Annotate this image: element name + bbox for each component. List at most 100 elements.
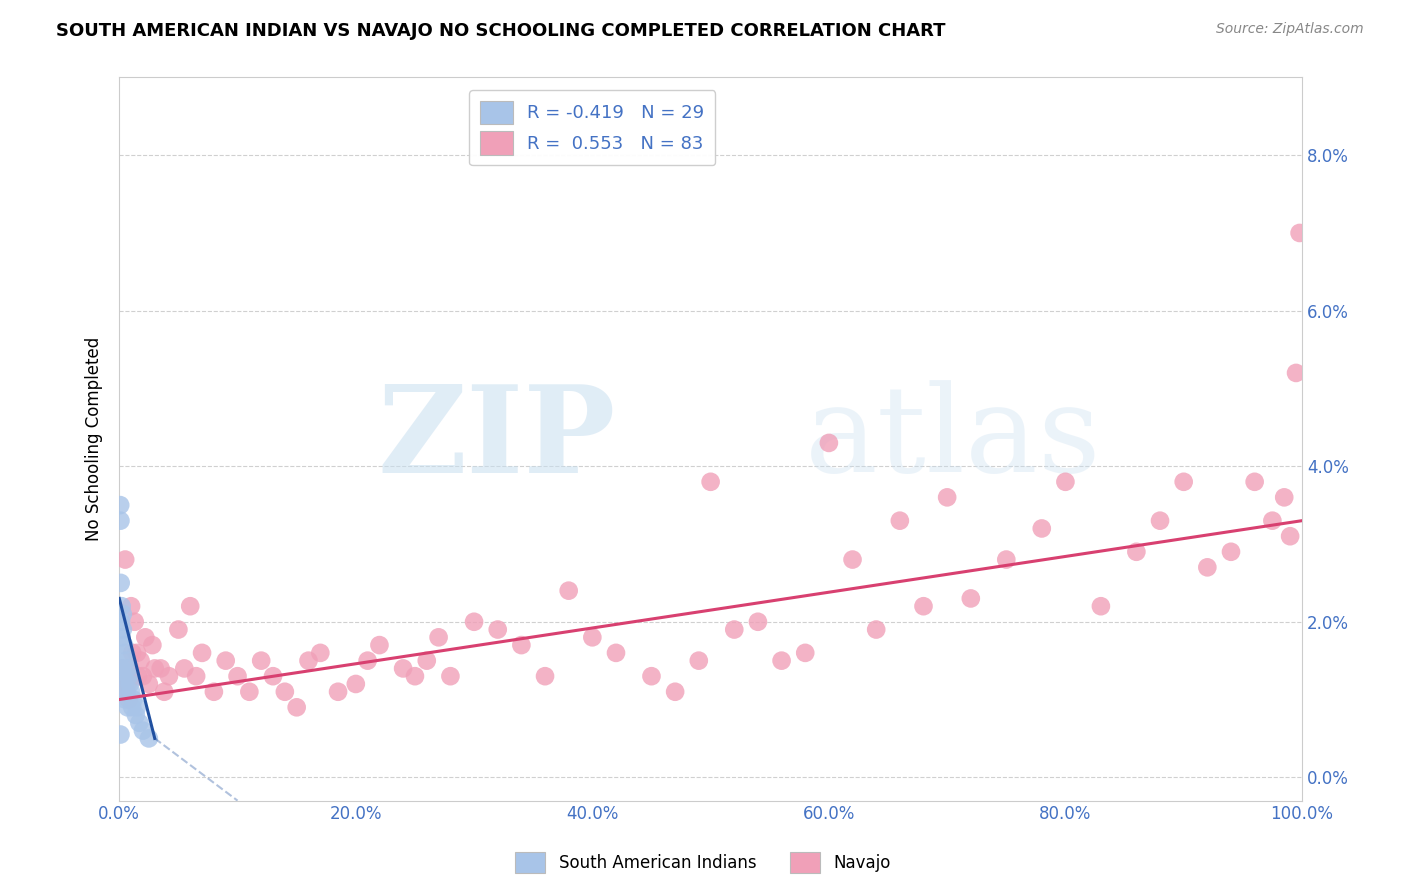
- Point: [1261, 514, 1284, 528]
- Text: SOUTH AMERICAN INDIAN VS NAVAJO NO SCHOOLING COMPLETED CORRELATION CHART: SOUTH AMERICAN INDIAN VS NAVAJO NO SCHOO…: [56, 22, 946, 40]
- Point: [124, 615, 146, 629]
- Point: [1054, 475, 1077, 489]
- Point: [1090, 599, 1112, 614]
- Point: [122, 692, 145, 706]
- Point: [770, 654, 793, 668]
- Point: [297, 654, 319, 668]
- Point: [262, 669, 284, 683]
- Point: [1220, 545, 1243, 559]
- Point: [121, 646, 143, 660]
- Point: [581, 630, 603, 644]
- Point: [111, 607, 134, 621]
- Point: [117, 700, 139, 714]
- Point: [1243, 475, 1265, 489]
- Point: [959, 591, 981, 606]
- Point: [118, 692, 141, 706]
- Point: [111, 630, 134, 644]
- Point: [129, 654, 152, 668]
- Point: [439, 669, 461, 683]
- Point: [1288, 226, 1310, 240]
- Point: [344, 677, 367, 691]
- Point: [118, 677, 141, 691]
- Point: [118, 669, 141, 683]
- Point: [368, 638, 391, 652]
- Point: [510, 638, 533, 652]
- Point: [114, 692, 136, 706]
- Point: [416, 654, 439, 668]
- Point: [121, 700, 143, 714]
- Text: atlas: atlas: [806, 381, 1102, 498]
- Point: [1197, 560, 1219, 574]
- Y-axis label: No Schooling Completed: No Schooling Completed: [86, 337, 103, 541]
- Point: [111, 669, 134, 683]
- Point: [138, 677, 160, 691]
- Point: [125, 708, 148, 723]
- Point: [865, 623, 887, 637]
- Point: [111, 669, 134, 683]
- Point: [115, 685, 138, 699]
- Point: [117, 677, 139, 691]
- Point: [138, 731, 160, 746]
- Point: [392, 661, 415, 675]
- Point: [118, 661, 141, 675]
- Point: [250, 654, 273, 668]
- Point: [889, 514, 911, 528]
- Point: [557, 583, 579, 598]
- Point: [747, 615, 769, 629]
- Text: Source: ZipAtlas.com: Source: ZipAtlas.com: [1216, 22, 1364, 37]
- Point: [112, 677, 135, 691]
- Point: [356, 654, 378, 668]
- Point: [285, 700, 308, 714]
- Point: [912, 599, 935, 614]
- Point: [114, 552, 136, 566]
- Point: [688, 654, 710, 668]
- Point: [1173, 475, 1195, 489]
- Point: [215, 654, 238, 668]
- Point: [127, 669, 149, 683]
- Point: [132, 669, 155, 683]
- Point: [111, 661, 134, 675]
- Point: [167, 623, 190, 637]
- Point: [115, 685, 138, 699]
- Point: [111, 661, 134, 675]
- Point: [115, 654, 138, 668]
- Point: [226, 669, 249, 683]
- Point: [110, 575, 132, 590]
- Text: ZIP: ZIP: [378, 380, 616, 498]
- Point: [309, 646, 332, 660]
- Point: [427, 630, 450, 644]
- Point: [111, 599, 134, 614]
- Point: [1031, 521, 1053, 535]
- Point: [110, 727, 132, 741]
- Point: [110, 615, 132, 629]
- Point: [1285, 366, 1308, 380]
- Point: [134, 630, 156, 644]
- Point: [995, 552, 1018, 566]
- Point: [191, 646, 214, 660]
- Point: [110, 498, 132, 512]
- Point: [149, 661, 172, 675]
- Point: [111, 623, 134, 637]
- Point: [841, 552, 863, 566]
- Point: [404, 669, 426, 683]
- Point: [117, 661, 139, 675]
- Point: [664, 685, 686, 699]
- Point: [605, 646, 627, 660]
- Point: [818, 436, 841, 450]
- Point: [173, 661, 195, 675]
- Point: [274, 685, 297, 699]
- Point: [125, 700, 148, 714]
- Legend: South American Indians, Navajo: South American Indians, Navajo: [509, 846, 897, 880]
- Point: [125, 646, 148, 660]
- Point: [1272, 491, 1295, 505]
- Point: [936, 491, 959, 505]
- Point: [486, 623, 509, 637]
- Point: [463, 615, 485, 629]
- Point: [132, 723, 155, 738]
- Point: [326, 685, 349, 699]
- Point: [114, 646, 136, 660]
- Legend: R = -0.419   N = 29, R =  0.553   N = 83: R = -0.419 N = 29, R = 0.553 N = 83: [470, 90, 716, 165]
- Point: [1125, 545, 1147, 559]
- Point: [112, 638, 135, 652]
- Point: [153, 685, 176, 699]
